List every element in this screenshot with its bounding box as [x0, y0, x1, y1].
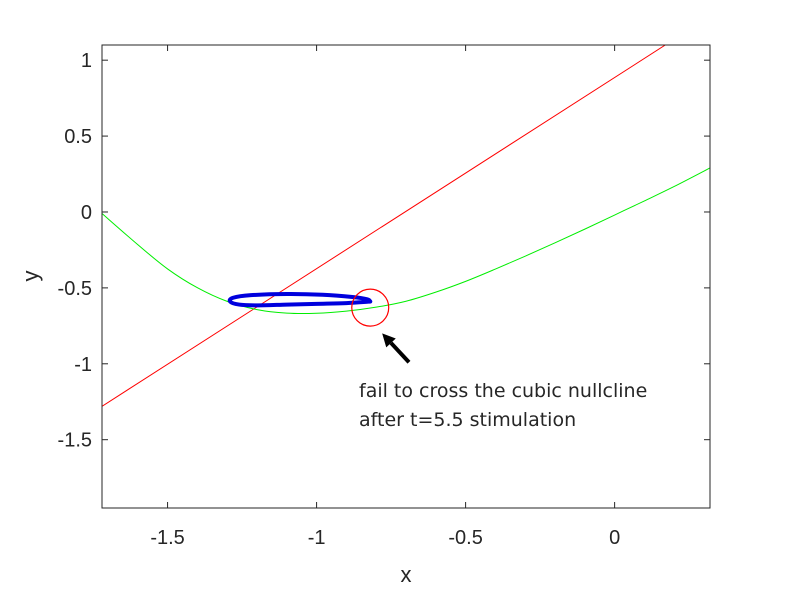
ticks-layer: -1.5 -1 -0.5 0 1 0.5 0 -0.5 -1 -1.5	[58, 45, 710, 549]
highlight-circle	[351, 288, 390, 327]
marks-layer	[351, 288, 411, 364]
arrow-shaft	[389, 341, 411, 364]
x-tick-label: 0	[609, 527, 620, 549]
annotation-line-2: after t=5.5 stimulation	[359, 409, 576, 431]
x-tick-label: -1	[308, 527, 326, 549]
linear-nullcline-line	[102, 45, 666, 407]
cubic-nullcline-line	[102, 167, 710, 315]
x-tick-label: -1.5	[150, 527, 184, 549]
series-layer	[102, 45, 710, 407]
arrow-head	[382, 333, 396, 348]
y-tick-label: 0.5	[64, 126, 92, 148]
trajectory-line	[227, 291, 373, 308]
y-tick-label: 1	[81, 50, 92, 72]
y-tick-label: -1.5	[58, 430, 92, 452]
annotation-line-1: fail to cross the cubic nullcline	[359, 380, 647, 402]
plot-area	[102, 45, 710, 508]
y-tick-label: 0	[81, 202, 92, 224]
y-tick-label: -0.5	[58, 278, 92, 300]
annotation: fail to cross the cubic nullcline after …	[359, 380, 647, 431]
y-axis-label: y	[18, 271, 43, 282]
axes-box	[101, 44, 711, 509]
y-tick-label: -1	[74, 354, 92, 376]
x-tick-label: -0.5	[448, 527, 482, 549]
x-axis-label: x	[401, 562, 412, 587]
